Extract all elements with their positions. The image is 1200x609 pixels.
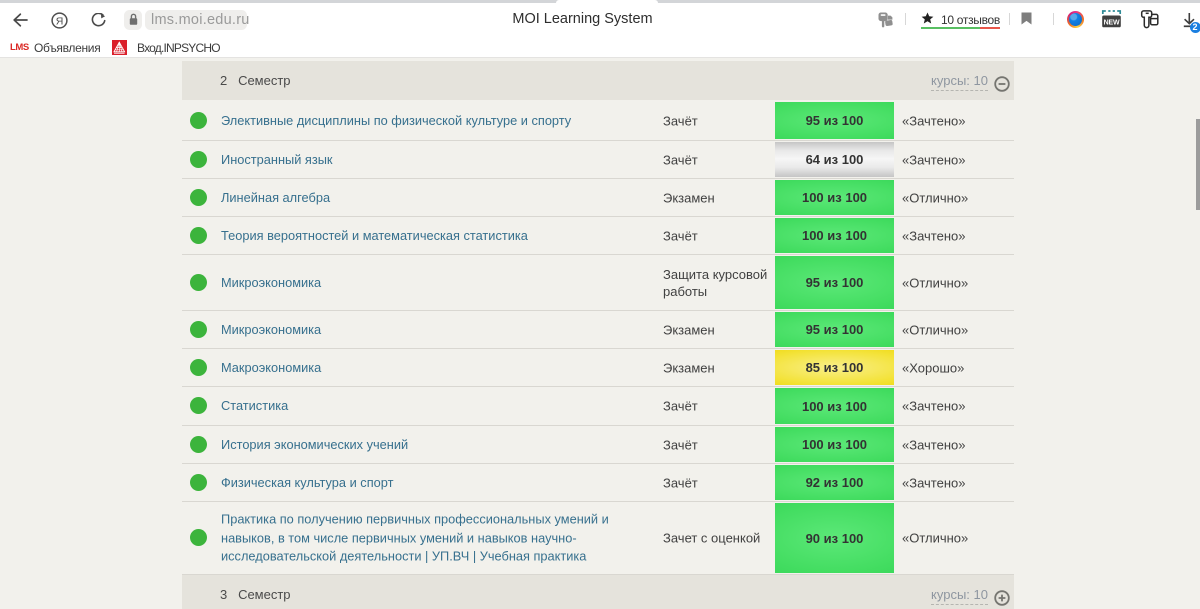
svg-text:NEW: NEW bbox=[1104, 19, 1120, 26]
svg-text:Я: Я bbox=[56, 16, 64, 28]
